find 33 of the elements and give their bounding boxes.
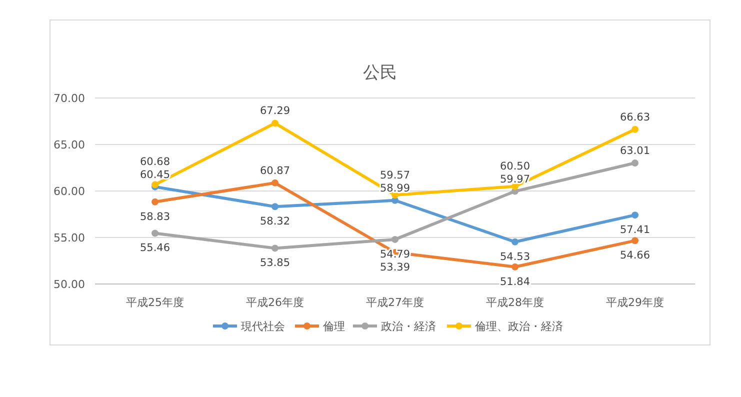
data-label: 59.97 <box>500 173 530 186</box>
data-label: 58.32 <box>260 216 290 228</box>
legend-label: 政治・経済 <box>381 320 436 333</box>
x-tick-label: 平成29年度 <box>606 296 664 309</box>
data-label: 59.57 <box>380 169 410 182</box>
legend-label: 現代社会 <box>241 320 285 333</box>
data-label: 57.41 <box>620 224 650 236</box>
data-label: 53.39 <box>380 261 410 274</box>
data-label: 60.68 <box>140 156 170 168</box>
x-tick-label: 平成26年度 <box>246 296 304 309</box>
chart-title: 公民 <box>363 63 397 83</box>
y-tick-label: 70.00 <box>54 92 85 105</box>
y-tick-label: 50.00 <box>54 278 85 291</box>
data-label: 54.66 <box>620 250 650 262</box>
x-tick-label: 平成28年度 <box>486 296 544 309</box>
y-tick-label: 55.00 <box>54 232 85 244</box>
data-label: 51.84 <box>500 276 530 288</box>
x-tick-label: 平成27年度 <box>366 296 424 309</box>
data-label: 58.83 <box>140 210 170 223</box>
data-label: 60.87 <box>260 164 290 177</box>
data-label: 60.45 <box>140 168 170 181</box>
y-tick-label: 60.00 <box>54 185 85 198</box>
legend-label: 倫理、政治・経済 <box>475 320 563 333</box>
data-label: 54.53 <box>500 250 530 263</box>
data-label: 63.01 <box>620 145 650 158</box>
y-tick-label: 65.00 <box>54 138 85 152</box>
data-label: 60.50 <box>500 160 530 172</box>
data-label: 53.85 <box>260 257 290 270</box>
data-label: 66.63 <box>620 111 650 124</box>
data-label: 55.46 <box>140 242 170 254</box>
legend-label: 倫理 <box>323 320 345 333</box>
data-label: 67.29 <box>260 105 290 118</box>
x-tick-label: 平成25年度 <box>126 296 184 309</box>
